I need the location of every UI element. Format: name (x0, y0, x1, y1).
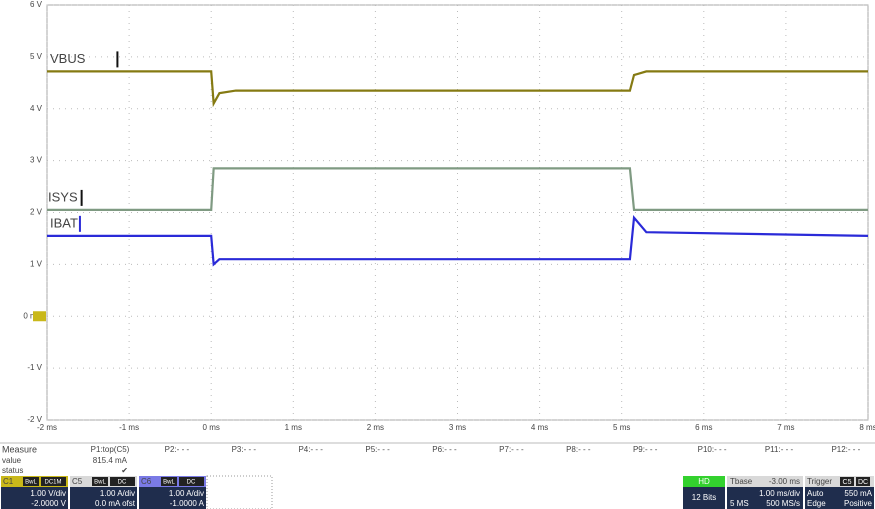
channel-name: C1 (3, 477, 14, 486)
measure-param: P5:- - - (365, 445, 390, 454)
y-tick-label: -1 V (27, 363, 42, 372)
tag (856, 477, 870, 486)
acquisition-box[interactable]: HD 12 Bits (683, 476, 725, 509)
channel-bw: BwL (25, 480, 37, 486)
measure-title: Measure (2, 444, 37, 454)
trace-label: ISYS (48, 189, 78, 204)
x-tick-label: 3 ms (449, 423, 466, 432)
tag (161, 477, 177, 486)
tag (92, 477, 108, 486)
mode: HD (698, 477, 710, 486)
trigger-level: 550 mA (844, 489, 872, 498)
tbase-title: Tbase (730, 477, 753, 486)
measure-value: 815.4 mA (93, 456, 128, 465)
ground-marker (33, 311, 46, 322)
trigger-title: Trigger (807, 477, 832, 486)
measure-param: P4:- - - (298, 445, 323, 454)
x-tick-label: 8 ms (859, 423, 875, 432)
x-tick-label: -2 ms (37, 423, 57, 432)
measure-param: P1:top(C5) (91, 445, 130, 454)
empty-channel-slot[interactable] (206, 475, 273, 509)
channel-scale: 1.00 V/div (30, 489, 66, 498)
tag (840, 477, 854, 486)
channel-scale: 1.00 A/div (100, 489, 135, 498)
tbase-points: 5 MS (730, 499, 749, 508)
box-header (683, 476, 725, 487)
x-tick-label: 0 ms (203, 423, 220, 432)
trace-label: VBUS (50, 51, 86, 66)
x-tick-label: 6 ms (695, 423, 712, 432)
tbase-scale: 1.00 ms/div (759, 489, 800, 498)
channel-coupling: DC (118, 480, 127, 486)
timebase-box[interactable]: Tbase -3.00 ms 1.00 ms/div 5 MS 500 MS/s (727, 476, 803, 509)
y-tick-label: -2 V (27, 415, 42, 424)
measure-param: P11:- - - (765, 445, 794, 454)
box-header (805, 476, 874, 487)
channel-offset: -1.0000 A (170, 499, 205, 508)
trigger-type: Edge (807, 499, 826, 508)
bits: 12 Bits (692, 493, 716, 502)
measure-param: P12:- - - (831, 445, 860, 454)
channel-coupling: DC1M (44, 480, 61, 486)
y-tick-label: 5 V (30, 52, 43, 61)
channel-scale: 1.00 A/div (169, 489, 204, 498)
channel-offset: -2.0000 V (31, 499, 66, 508)
measure-param: P2:- - - (165, 445, 190, 454)
measure-param: P3:- - - (232, 445, 257, 454)
trigger-box[interactable]: Trigger C5 DC Auto 550 mA Edge Positive (805, 476, 874, 509)
y-tick-label: 4 V (30, 104, 43, 113)
measure-row: value (2, 456, 22, 465)
measure-param: P10:- - - (698, 445, 727, 454)
x-tick-label: 7 ms (777, 423, 794, 432)
trace (47, 214, 869, 267)
measure-param: P8:- - - (566, 445, 591, 454)
x-tick-label: 5 ms (613, 423, 630, 432)
y-tick-label: 2 V (30, 208, 43, 217)
channel-offset: 0.0 mA ofst (95, 499, 136, 508)
x-tick-label: 1 ms (285, 423, 302, 432)
measure-row: status (2, 466, 23, 475)
tbase-rate: 500 MS/s (766, 499, 800, 508)
measure-param: P6:- - - (432, 445, 457, 454)
trigger-mode: Auto (807, 489, 824, 498)
trigger-slope: Positive (844, 499, 873, 508)
measure-param: P9:- - - (633, 445, 658, 454)
tag (110, 477, 135, 486)
y-tick-label: 0 mV (23, 311, 42, 320)
measure-param: P7:- - - (499, 445, 524, 454)
channel-box[interactable]: C1 BwL DC1M 1.00 V/div-2.0000 V (1, 476, 68, 509)
x-tick-label: -1 ms (119, 423, 139, 432)
y-tick-label: 6 V (30, 0, 43, 9)
y-tick-label: 3 V (30, 156, 43, 165)
tag (41, 477, 66, 486)
channel-box[interactable]: C6 BwL DC 1.00 A/div-1.0000 A (139, 476, 206, 509)
tag (179, 477, 204, 486)
channel-name: C5 (72, 477, 83, 486)
tbase-delay: -3.00 ms (769, 477, 800, 486)
measure-status: ✔ (121, 466, 128, 475)
trigger-source: C5 (843, 479, 852, 486)
trace (47, 167, 868, 212)
tag (23, 477, 39, 486)
trace-label: IBAT (50, 215, 78, 230)
channel-bw: BwL (94, 480, 106, 486)
y-tick-label: 1 V (30, 259, 43, 268)
trace (47, 70, 868, 108)
trigger-coupling: DC (858, 479, 868, 486)
box-header (727, 476, 803, 487)
x-tick-label: 4 ms (531, 423, 548, 432)
channel-name: C6 (141, 477, 152, 486)
channel-bw: BwL (163, 480, 175, 486)
channel-coupling: DC (187, 480, 196, 486)
x-tick-label: 2 ms (367, 423, 384, 432)
